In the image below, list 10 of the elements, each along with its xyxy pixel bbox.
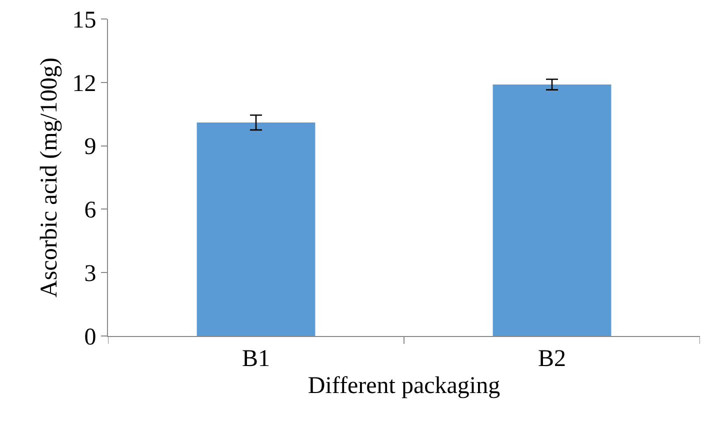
x-axis-title: Different packaging xyxy=(308,373,500,400)
y-tick-label: 3 xyxy=(84,261,96,287)
y-tick-label: 0 xyxy=(84,324,96,350)
y-tick-label: 12 xyxy=(72,70,96,97)
x-tick-label: B1 xyxy=(242,346,270,372)
y-axis-title: Ascorbic acid (mg/100g) xyxy=(36,58,62,298)
x-tick-label: B2 xyxy=(538,346,566,372)
y-tick-label: 15 xyxy=(72,7,96,34)
y-tick-label: 9 xyxy=(84,134,96,160)
y-tick-label: 6 xyxy=(84,198,96,224)
